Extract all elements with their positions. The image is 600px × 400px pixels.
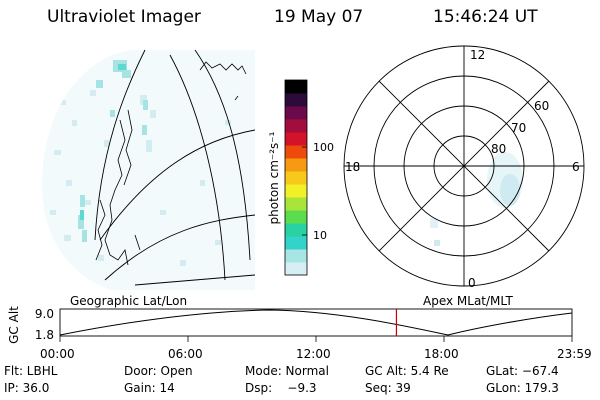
time-label: 15:46:24 UT [433,7,538,27]
geo-grid [94,49,256,286]
xtick-1200: 12:00 [296,347,331,361]
mlt-12-label: 12 [470,48,485,62]
polar-diagonal-b [378,80,550,252]
colorbar-cell [285,80,307,94]
altitude-ytick-low: 1.8 [35,328,54,342]
gc-alt-status: GC Alt: 5.4 Re [365,364,449,378]
door-status: Door: Open [124,364,193,378]
colorbar-cell [285,184,307,198]
mlt-18-label: 18 [345,160,360,174]
altitude-ytick-high: 9.0 [35,307,54,321]
colorbar-cell [285,132,307,146]
altitude-ylabel: GC Alt [7,306,21,344]
aurora-emission [41,50,255,290]
mode-status: Mode: Normal [245,364,329,378]
colorbar-cell [285,158,307,172]
instrument-title: Ultraviolet Imager [47,7,201,27]
mlt-0-label: 0 [468,276,476,290]
colorbar-unit-label: photon cm⁻²s⁻¹ [267,131,281,224]
colorbar-cell [285,93,307,107]
xtick-0600: 06:00 [168,347,203,361]
filter-status: Flt: LBHL [4,364,58,378]
dsp-status: Dsp: −9.3 [245,381,317,395]
xtick-0000: 00:00 [40,347,75,361]
colorbar-cell [285,249,307,263]
mlat-70-label: 70 [511,121,526,135]
altitude-curve [59,309,573,336]
gain-status: Gain: 14 [124,381,175,395]
colorbar-cell [285,119,307,133]
colorbar-cell [285,145,307,159]
polar-caption: Apex MLat/MLT [423,294,513,308]
coastline [95,61,247,266]
colorbar-cell [285,210,307,224]
date-label: 19 May 07 [274,7,364,27]
xtick-1800: 18:00 [424,347,459,361]
colorbar-cell [285,106,307,120]
seq-status: Seq: 39 [365,381,411,395]
geographic-caption: Geographic Lat/Lon [70,294,188,308]
ip-status: IP: 36.0 [4,381,50,395]
glat-status: GLat: −67.4 [486,364,559,378]
mlat-80-label: 80 [491,142,506,156]
xtick-2359: 23:59 [557,347,592,361]
colorbar-cell [285,223,307,237]
colorbar-cell [285,171,307,185]
colorbar-scale [285,80,307,276]
colorbar-cell [285,236,307,250]
colorbar-cell [285,262,307,276]
glon-status: GLon: 179.3 [486,381,559,395]
colorbar-tick-100: 100 [313,141,334,154]
mlt-6-label: 6 [572,160,580,174]
mlat-60-label: 60 [534,99,549,113]
colorbar-cell [285,197,307,211]
colorbar-tick-10: 10 [313,229,327,242]
